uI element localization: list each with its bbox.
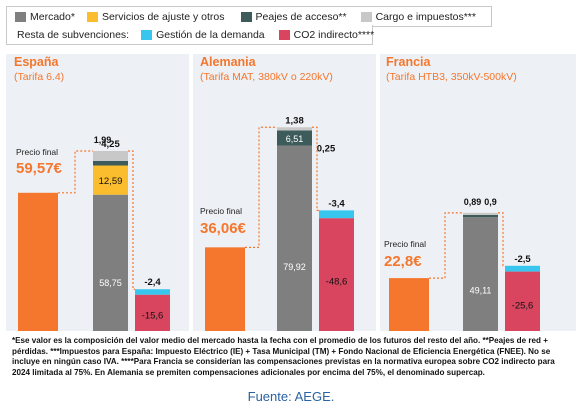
legend-swatch-co2 [278,29,290,40]
final-price-bar-francia [389,278,429,331]
stack-segment-alemania-0 [277,145,312,331]
subsidy-gestion-label-espana: -2,4 [144,277,161,288]
final-price-bar-alemania [205,247,245,331]
stack-label-espana-servicios: 12,59 [99,176,123,187]
panel-subtitle-espana: (Tarifa 6.4) [14,71,65,83]
legend-label-gestion: Gestión de la demanda [156,28,265,41]
stack-segment-espana-3 [93,151,128,161]
legend-swatch-peajes [240,11,252,22]
extra-label-alemania: 0,25 [317,143,336,154]
legend-item-servicios: Servicios de ajuste y otros [86,10,225,23]
final-price-value-francia: 22,8€ [384,253,422,270]
stack-segment-francia-2 [463,215,498,218]
stack-segment-francia-0 [463,217,498,331]
subsidy-co2-label-alemania: -48,6 [326,276,348,287]
stack-segment-espana-2 [93,160,128,166]
stack-label-alemania-mercado: 79,92 [283,262,306,272]
stack-segment-espana-0 [93,194,128,331]
legend-swatch-cargos [360,11,372,22]
final-price-value-espana: 59,57€ [16,160,63,177]
legend-item-co2: CO2 indirecto**** [278,28,375,41]
stack-label-espana-mercado: 58,75 [99,278,122,288]
final-price-bar-espana [18,192,58,331]
stack-label-alemania-peajes: 6,51 [286,134,304,144]
connector-final-stack-francia [429,212,463,279]
final-price-value-alemania: 36,06€ [200,220,247,237]
legend-label-peajes: Peajes de acceso** [255,10,347,23]
source: Fuente: AEGE. [247,389,335,404]
stack-label-francia-peajes: 0,89 [464,197,482,207]
panel-subtitle-alemania: (Tarifa MAT, 380kV o 220kV) [200,71,333,83]
subsidy-gestion-bar-alemania [319,210,354,219]
subsidy-co2-label-espana: -15,6 [142,311,164,322]
legend-subsidies: Resta de subvenciones: Gestión de la dem… [6,25,375,45]
legend-swatch-gestion [141,29,153,40]
stack-label-francia-cargos: 0,9 [484,197,497,207]
legend-label-mercado: Mercado* [30,10,75,23]
legend-item-peajes: Peajes de acceso** [240,10,347,23]
subsidy-gestion-bar-espana [135,289,170,295]
panel-title-espana: España [14,55,59,69]
panel-title-alemania: Alemania [200,55,256,69]
subsidy-co2-bar-espana [135,294,170,331]
stack-segment-alemania-2 [277,130,312,146]
final-price-label-alemania: Precio final [200,206,242,216]
subsidy-co2-bar-francia [505,271,540,331]
legend-label-cargos: Cargo e impuestos*** [375,10,476,23]
legend-subsidy-title: Resta de subvenciones: [17,28,130,41]
stack-label-espana-peajes: 1,99 [94,135,112,145]
connector-final-stack-espana [58,150,93,194]
footnote: *Ese valor es la composición del valor m… [12,336,555,377]
stack-label-francia-mercado: 49,11 [470,285,492,295]
legend-item-gestion: Gestión de la demanda [141,29,265,41]
connector-stack-subsidy-espana [128,150,135,290]
subsidy-co2-bar-alemania [319,218,354,331]
stack-segment-espana-1 [93,165,128,195]
legend-label-servicios: Servicios de ajuste y otros [101,10,225,23]
legend-swatch-servicios [86,11,98,22]
subsidy-gestion-label-francia: -2,5 [514,254,531,265]
legend-item-mercado: Mercado* [15,11,75,23]
subsidy-gestion-label-alemania: -3,4 [328,198,345,209]
legend-item-cargos: Cargo e impuestos*** [360,10,476,23]
connector-stack-subsidy-francia [498,212,505,267]
legend-swatch-mercado [15,11,26,22]
stack-label-alemania-cargos: 1,38 [285,115,304,126]
panel-subtitle-francia: (Tarifa HTB3, 350kV-500kV) [386,71,517,83]
subsidy-co2-label-francia: -25,6 [512,300,534,311]
final-price-label-espana: Precio final [16,147,58,157]
stack-label-espana-cargos: 4,25 [101,139,120,150]
stack-segment-alemania-3 [277,127,312,131]
bar-chart: Precio final 59,57€ 58,75 12,59 1,994,25 -2,4… [16,115,540,331]
panel-title-francia: Francia [386,55,431,69]
final-price-label-francia: Precio final [384,239,426,249]
subsidy-gestion-bar-francia [505,265,540,272]
connector-stack-subsidy-alemania [312,126,319,211]
connector-final-stack-alemania [245,126,277,248]
legend-label-co2: CO2 indirecto**** [293,28,375,41]
stack-segment-francia-3 [463,212,498,215]
